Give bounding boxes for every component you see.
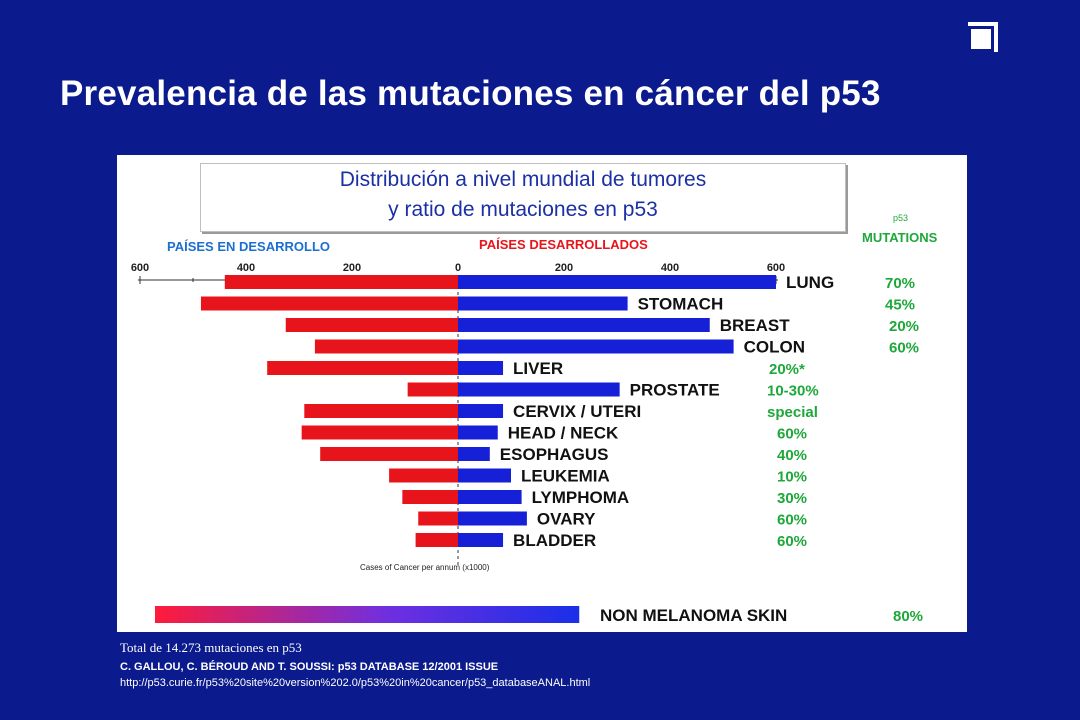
category-label: ESOPHAGUS: [500, 445, 609, 464]
bar-developing-5: [267, 361, 458, 375]
bar-developing-13: [415, 533, 458, 547]
category-label: HEAD / NECK: [508, 424, 619, 443]
bar-developing-7: [304, 404, 458, 418]
bar-developed-1: [458, 275, 776, 289]
category-label: LUNG: [786, 273, 834, 292]
subtitle-line-2: y ratio de mutaciones en p53: [388, 198, 658, 221]
chart-subtitle-box: Distribución a nivel mundial de tumores …: [200, 163, 846, 232]
bar-developing-3: [285, 318, 458, 332]
x-axis-label: Cases of Cancer per annum (x1000): [360, 563, 490, 572]
mutation-label: 60%: [777, 426, 807, 443]
bar-developed-6: [458, 382, 620, 397]
mutation-label: 45%: [885, 297, 915, 314]
bar-developed-3: [458, 318, 710, 332]
non-melanoma-row: NON MELANOMA SKIN 80%: [155, 606, 923, 625]
bar-developing-1: [224, 275, 458, 289]
window-restore-icon: [968, 22, 998, 52]
footer-citation: C. GALLOU, C. BÉROUD AND T. SOUSSI: p53 …: [120, 661, 499, 673]
subtitle-line-1: Distribución a nivel mundial de tumores: [339, 168, 707, 191]
mutation-label: 20%: [889, 318, 919, 335]
x-tick-label: 400: [237, 262, 255, 274]
category-label: COLON: [744, 338, 805, 357]
category-label: LYMPHOMA: [532, 488, 630, 507]
mutation-label: special: [767, 404, 818, 421]
mutation-label: 60%: [889, 340, 919, 357]
category-label: CERVIX / UTERI: [513, 402, 641, 421]
bar-developed-12: [458, 511, 527, 526]
bar-developed-5: [458, 361, 504, 375]
bar-developing-2: [200, 296, 458, 311]
mutation-label: 40%: [777, 447, 807, 464]
mutation-label: 20%*: [769, 361, 805, 378]
x-tick-label: 0: [455, 262, 461, 274]
category-label: BREAST: [720, 316, 791, 335]
bar-developed-4: [458, 339, 734, 354]
x-tick-label: 600: [767, 262, 785, 274]
bar-developed-8: [458, 425, 498, 440]
x-tick-label: 600: [131, 262, 149, 274]
category-label: LIVER: [513, 359, 563, 378]
left-region-label: PAÍSES EN DESARROLLO: [167, 239, 330, 254]
bar-developed-10: [458, 468, 511, 483]
diverging-bar-chart: PAÍSES EN DESARROLLO PAÍSES DESARROLLADO…: [131, 213, 938, 625]
bars-group: [200, 275, 776, 547]
bar-developing-12: [418, 511, 458, 526]
mutation-label: 10%: [777, 469, 807, 486]
category-labels: LUNG STOMACH BREAST COLON LIVER PROSTATE CERVI…: [500, 273, 834, 550]
mutation-labels: 70% 45% 20% 60% 20%* 10-30% special 60% 40% 10% 30…: [767, 275, 919, 550]
mutation-label: 60%: [777, 533, 807, 550]
bar-developed-11: [458, 490, 522, 504]
bar-developed-7: [458, 404, 504, 418]
slide-title: Prevalencia de las mutaciones en cáncer …: [60, 74, 881, 113]
right-region-label: PAÍSES DESARROLLADOS: [479, 237, 648, 252]
mutation-label: 30%: [777, 490, 807, 507]
bar-developed-2: [458, 296, 628, 311]
bar-developing-8: [301, 425, 458, 440]
bar-developed-9: [458, 447, 490, 461]
mutations-header-p53: p53: [893, 213, 908, 223]
bar-developing-11: [402, 490, 458, 504]
mutation-label: 10-30%: [767, 383, 819, 400]
bar-developing-10: [389, 468, 458, 483]
footer-url[interactable]: http://p53.curie.fr/p53%20site%20version…: [120, 677, 591, 689]
category-label: LEUKEMIA: [521, 467, 610, 486]
bar-developing-4: [314, 339, 458, 354]
category-label: NON MELANOMA SKIN: [600, 606, 787, 625]
bar-developed-13: [458, 533, 504, 547]
bar-developing-6: [407, 382, 458, 397]
bar-non-melanoma-skin: [155, 606, 580, 623]
category-label: BLADDER: [513, 531, 596, 550]
category-label: STOMACH: [638, 295, 724, 314]
x-tick-label: 200: [343, 262, 361, 274]
x-tick-label: 200: [555, 262, 573, 274]
mutations-header-label: MUTATIONS: [862, 230, 938, 245]
mutation-label: 70%: [885, 275, 915, 292]
category-label: PROSTATE: [630, 381, 720, 400]
bar-developing-9: [320, 447, 458, 461]
footer-total: Total de 14.273 mutaciones en p53: [120, 640, 302, 655]
mutation-label: 60%: [777, 512, 807, 529]
mutation-label: 80%: [893, 608, 923, 625]
x-tick-label: 400: [661, 262, 679, 274]
category-label: OVARY: [537, 510, 596, 529]
